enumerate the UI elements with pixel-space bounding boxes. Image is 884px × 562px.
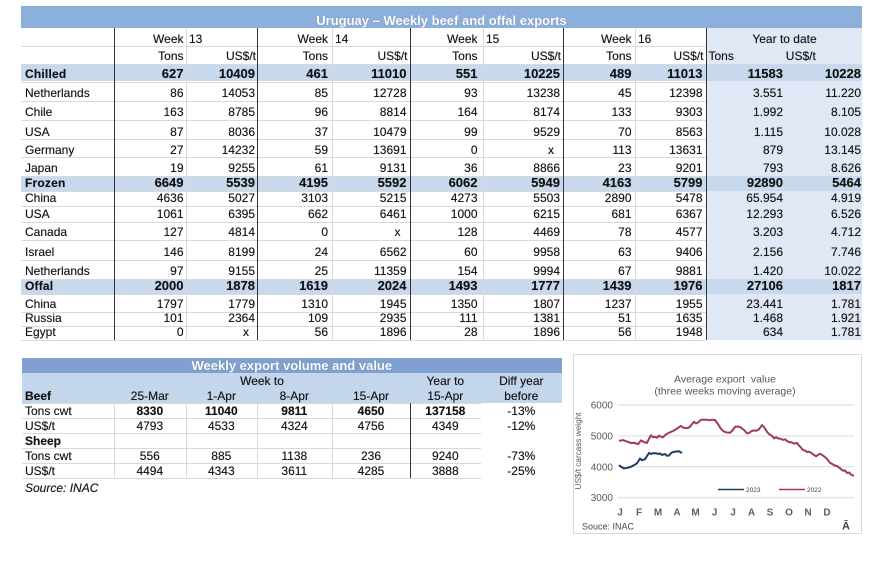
svg-text:S: S: [767, 508, 774, 519]
svg-text:US$/t carcass weight: US$/t carcass weight: [574, 412, 583, 490]
svg-text:2022: 2022: [807, 487, 822, 494]
svg-text:A: A: [748, 508, 755, 519]
svg-text:D: D: [823, 508, 830, 519]
svg-text:N: N: [804, 508, 811, 519]
svg-text:(three weeks moving average): (three weeks moving average): [654, 386, 795, 398]
svg-text:A: A: [673, 508, 680, 519]
svg-text:2023: 2023: [746, 487, 761, 494]
svg-text:J: J: [617, 508, 623, 519]
svg-text:J: J: [712, 508, 718, 519]
svg-text:Ā: Ā: [842, 521, 850, 533]
svg-text:4000: 4000: [591, 462, 614, 473]
svg-text:M: M: [654, 508, 662, 519]
svg-text:M: M: [691, 508, 699, 519]
svg-text:3000: 3000: [591, 493, 614, 504]
svg-text:J: J: [730, 508, 736, 519]
svg-text:5000: 5000: [591, 431, 614, 442]
svg-text:6000: 6000: [591, 401, 614, 412]
svg-text:Average export value: Average export value: [674, 374, 776, 386]
svg-text:F: F: [636, 508, 642, 519]
svg-text:O: O: [785, 508, 793, 519]
svg-text:Souce: INAC: Souce: INAC: [582, 522, 635, 532]
